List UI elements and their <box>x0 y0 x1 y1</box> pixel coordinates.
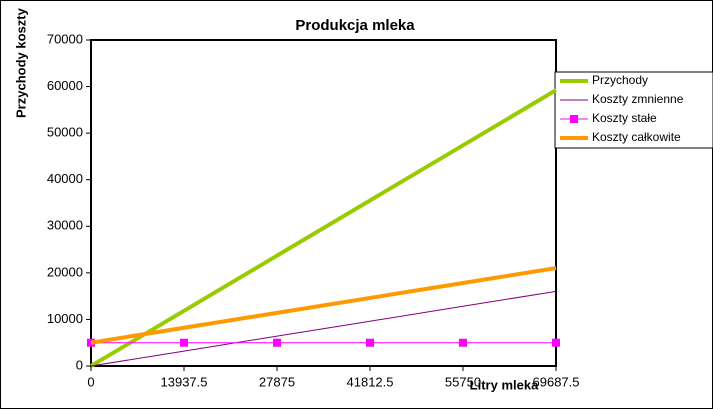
legend <box>554 71 713 149</box>
y-tick-label: 50000 <box>47 125 83 140</box>
y-tick-label: 20000 <box>47 264 83 279</box>
x-tick-label: 69687.5 <box>533 374 580 389</box>
series-line <box>89 88 558 368</box>
x-tick-label: 13937.5 <box>161 374 208 389</box>
marker <box>180 338 188 347</box>
series-line <box>90 290 557 367</box>
y-tick-label: 70000 <box>47 31 83 46</box>
marker <box>552 338 560 347</box>
plot-area <box>90 39 557 367</box>
x-tick-label: 0 <box>87 374 94 389</box>
x-tick-label: 55750 <box>445 374 481 389</box>
marker <box>273 338 281 347</box>
y-tick-label: 60000 <box>47 78 83 93</box>
legend-label: Koszty całkowite <box>592 130 681 144</box>
legend-label: Koszty stałe <box>592 111 657 125</box>
y-tick-label: 10000 <box>47 311 83 326</box>
y-tick-label: 40000 <box>47 171 83 186</box>
marker <box>459 338 467 347</box>
legend-marker <box>570 115 578 123</box>
marker <box>366 338 374 347</box>
legend-label: Koszty zmnienne <box>592 92 684 106</box>
y-tick-label: 0 <box>76 357 83 372</box>
x-tick-label: 41812.5 <box>347 374 394 389</box>
y-axis-title: Przychody koszty <box>13 7 28 118</box>
series-line <box>90 266 557 345</box>
legend-label: Przychody <box>592 73 648 87</box>
x-tick-label: 27875 <box>259 374 295 389</box>
y-tick-label: 30000 <box>47 218 83 233</box>
x-axis-title: Litry mleka <box>470 377 539 392</box>
chart-title: Produkcja mleka <box>295 17 415 34</box>
